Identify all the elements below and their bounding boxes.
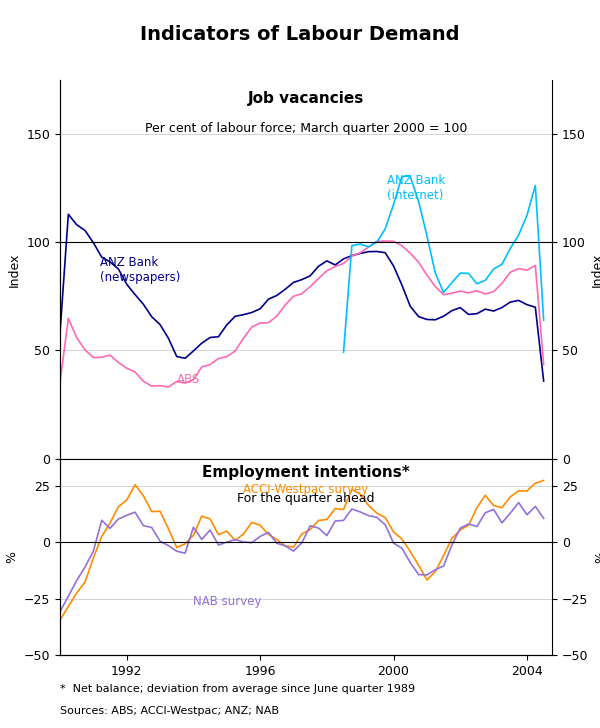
Text: ANZ Bank
(newspapers): ANZ Bank (newspapers) xyxy=(100,256,181,284)
Text: NAB survey: NAB survey xyxy=(193,596,262,609)
Text: For the quarter ahead: For the quarter ahead xyxy=(237,492,375,505)
Text: ACCI-Westpac survey: ACCI-Westpac survey xyxy=(244,483,369,496)
Text: Sources: ABS; ACCI-Westpac; ANZ; NAB: Sources: ABS; ACCI-Westpac; ANZ; NAB xyxy=(60,706,279,716)
Text: Job vacancies: Job vacancies xyxy=(248,92,364,106)
Y-axis label: Index: Index xyxy=(8,252,21,287)
Text: Indicators of Labour Demand: Indicators of Labour Demand xyxy=(140,25,460,44)
Y-axis label: Index: Index xyxy=(591,252,600,287)
Y-axis label: %: % xyxy=(594,551,600,563)
Text: ANZ Bank
(internet): ANZ Bank (internet) xyxy=(387,174,445,202)
Y-axis label: %: % xyxy=(5,551,18,563)
Text: Per cent of labour force; March quarter 2000 = 100: Per cent of labour force; March quarter … xyxy=(145,122,467,135)
Text: ABS: ABS xyxy=(177,373,200,386)
Text: Employment intentions*: Employment intentions* xyxy=(202,464,410,480)
Text: *  Net balance; deviation from average since June quarter 1989: * Net balance; deviation from average si… xyxy=(60,684,415,695)
